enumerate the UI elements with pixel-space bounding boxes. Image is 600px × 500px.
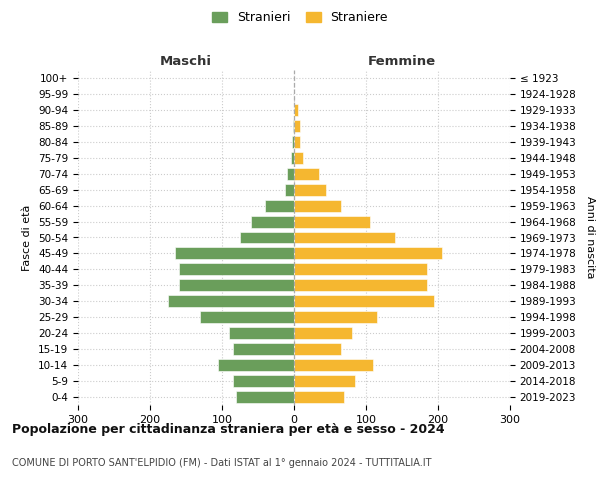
Bar [294, 391, 344, 403]
Bar [265, 200, 294, 211]
Bar [294, 343, 341, 355]
Bar [284, 184, 294, 196]
Bar [233, 343, 294, 355]
Bar [294, 120, 300, 132]
Bar [294, 248, 442, 260]
Bar [179, 264, 294, 276]
Bar [294, 264, 427, 276]
Y-axis label: Fasce di età: Fasce di età [22, 204, 32, 270]
Bar [175, 248, 294, 260]
Bar [294, 280, 427, 291]
Bar [236, 391, 294, 403]
Text: Femmine: Femmine [368, 54, 436, 68]
Bar [294, 296, 434, 308]
Bar [168, 296, 294, 308]
Bar [294, 232, 395, 243]
Bar [287, 168, 294, 179]
Bar [251, 216, 294, 228]
Text: COMUNE DI PORTO SANT'ELPIDIO (FM) - Dati ISTAT al 1° gennaio 2024 - TUTTITALIA.I: COMUNE DI PORTO SANT'ELPIDIO (FM) - Dati… [12, 458, 431, 468]
Bar [240, 232, 294, 243]
Text: Maschi: Maschi [160, 54, 212, 68]
Bar [294, 327, 352, 339]
Text: Popolazione per cittadinanza straniera per età e sesso - 2024: Popolazione per cittadinanza straniera p… [12, 422, 445, 436]
Y-axis label: Anni di nascita: Anni di nascita [585, 196, 595, 279]
Bar [233, 375, 294, 387]
Bar [294, 312, 377, 323]
Bar [294, 359, 373, 371]
Bar [294, 168, 319, 179]
Bar [294, 104, 298, 116]
Bar [200, 312, 294, 323]
Bar [294, 375, 355, 387]
Bar [294, 200, 341, 211]
Bar [218, 359, 294, 371]
Bar [229, 327, 294, 339]
Bar [292, 136, 294, 148]
Bar [294, 152, 302, 164]
Bar [293, 120, 294, 132]
Bar [294, 216, 370, 228]
Bar [294, 136, 300, 148]
Bar [294, 184, 326, 196]
Legend: Stranieri, Straniere: Stranieri, Straniere [207, 6, 393, 29]
Bar [291, 152, 294, 164]
Bar [179, 280, 294, 291]
